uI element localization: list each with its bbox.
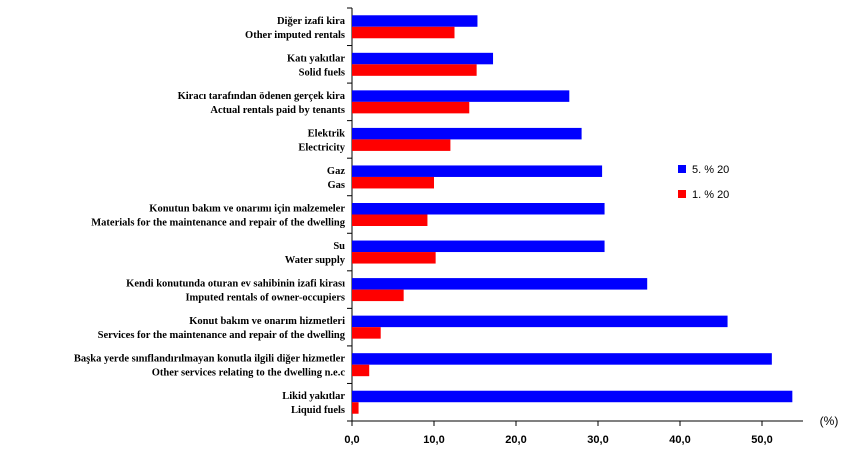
bar-top-20 [352,165,603,177]
category-label-tr: Su [333,241,345,252]
bar-bottom-20 [352,402,359,414]
category-label-tr: Katı yakıtlar [287,53,345,64]
bar-bottom-20 [352,139,451,151]
legend-swatch [678,190,686,198]
category-label-en: Materials for the maintenance and repair… [91,218,345,229]
category-label-tr: Elektrik [308,128,345,139]
category-label-en: Other services relating to the dwelling … [152,368,346,379]
bar-top-20 [352,278,648,290]
x-tick-label: 0,0 [344,434,359,446]
category-label-tr: Diğer izafi kira [277,16,346,27]
bar-bottom-20 [352,26,455,39]
bar-top-20 [352,353,772,365]
category-label-tr: Gaz [327,166,345,177]
bar-top-20 [352,390,793,403]
category-label-en: Liquid fuels [291,405,345,416]
category-label-en: Solid fuels [299,67,345,78]
bar-bottom-20 [352,327,381,339]
category-label-tr: Likid yakıtlar [282,391,345,402]
x-tick-label: 30,0 [587,434,608,446]
x-axis-unit-label: (%) [820,414,839,428]
bar-bottom-20 [352,289,404,302]
category-label-en: Actual rentals paid by tenants [210,105,345,116]
category-label-tr: Kiracı tarafından ödenen gerçek kira [178,91,346,102]
category-label-en: Services for the maintenance and repair … [98,330,346,341]
bar-bottom-20 [352,252,436,264]
bar-top-20 [352,127,582,140]
category-label-en: Water supply [285,255,346,266]
bar-bottom-20 [352,64,477,76]
bar-top-20 [352,90,570,102]
category-label-en: Electricity [298,142,345,153]
bar-bottom-20 [352,101,470,114]
x-tick-label: 40,0 [669,434,690,446]
legend-label: 5. % 20 [692,164,729,176]
category-label-tr: Başka yerde sınıflandırılmayan konutla i… [74,354,345,365]
category-label-en: Imputed rentals of owner-occupiers [185,293,345,304]
bar-top-20 [352,52,494,65]
legend-swatch [678,165,686,173]
category-label-tr: Kendi konutunda oturan ev sahibinin izaf… [126,279,345,290]
category-label-en: Gas [327,180,345,191]
bar-bottom-20 [352,364,370,377]
bar-top-20 [352,240,605,253]
bar-top-20 [352,15,478,27]
bar-bottom-20 [352,214,428,226]
legend-label: 1. % 20 [692,189,729,201]
x-tick-label: 20,0 [505,434,526,446]
bar-bottom-20 [352,176,434,189]
category-label-tr: Konutun bakım ve onarımı için malzemeler [149,204,345,215]
bar-top-20 [352,315,728,328]
category-label-tr: Konut bakım ve onarım hizmetleri [189,316,345,327]
bar-top-20 [352,203,605,215]
x-tick-label: 10,0 [423,434,444,446]
plot-area: 0,0 10,0 20,0 30,0 40,0 50,0 (%) Diğer izafi ki… [74,7,839,446]
category-label-en: Other imputed rentals [245,30,345,41]
x-tick-label: 50,0 [751,434,772,446]
